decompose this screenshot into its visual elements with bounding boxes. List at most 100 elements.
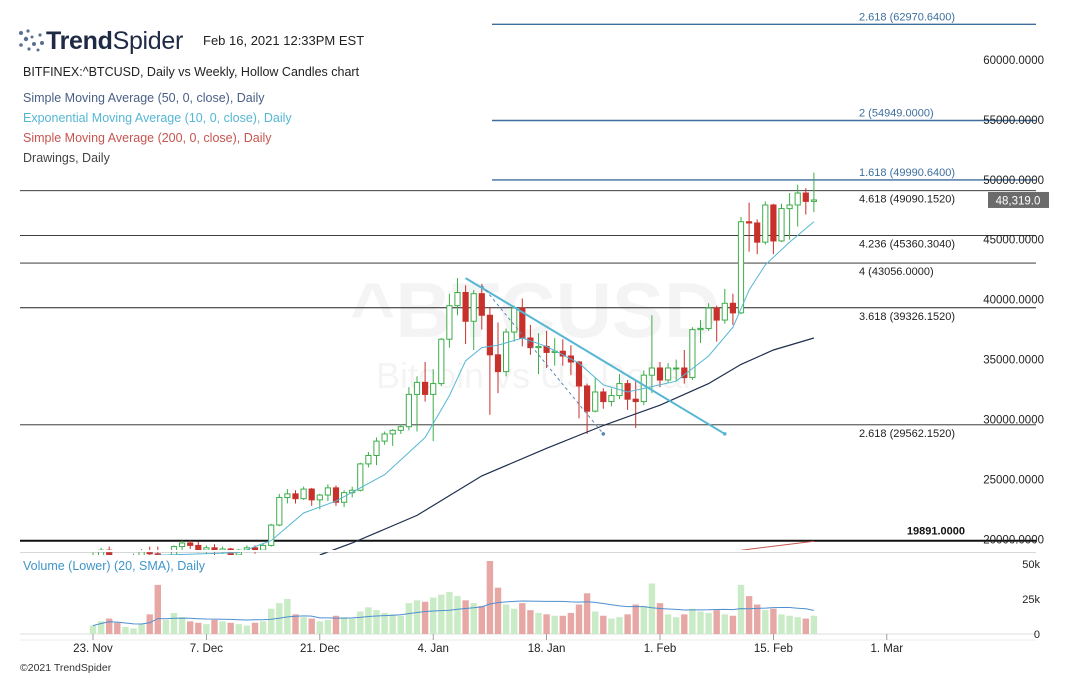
volume-bar-65 [616, 617, 623, 634]
volume-bar-78 [721, 614, 728, 634]
volume-bar-55 [535, 612, 542, 634]
candle-body-36 [381, 433, 388, 442]
candle-body-27 [308, 488, 315, 501]
series-line-0 [92, 221, 815, 558]
volume-bar-76 [705, 612, 712, 634]
watermark-symbol: ^BTCUSD [350, 266, 721, 354]
time-tick-7: 1. Mar [871, 643, 904, 655]
candle-body-76 [705, 307, 712, 329]
volume-bar-85 [778, 614, 785, 634]
volume-bar-59 [567, 612, 575, 634]
spider-logo-icon [19, 29, 44, 52]
candle-body-79 [729, 302, 736, 314]
moving-averages [92, 221, 815, 558]
volume-bar-4 [122, 626, 129, 634]
candle-body-14 [203, 547, 210, 551]
price-tick-4: 40000.0000 [983, 295, 1044, 307]
candle-body-48 [478, 293, 485, 316]
candle-body-67 [632, 398, 639, 403]
volume-bar-43 [438, 594, 445, 634]
volume-bar-75 [697, 611, 704, 634]
last-price-box [988, 191, 1049, 208]
volume-bar-11 [178, 617, 186, 634]
candle-body-50 [494, 354, 502, 373]
candle-body-13 [195, 544, 202, 551]
volume-bar-18 [235, 624, 242, 634]
volume-sma-line [92, 600, 814, 627]
drawing-line-0 [465, 277, 726, 435]
volume-bar-1 [97, 621, 105, 634]
volume-bar-19 [243, 625, 251, 634]
copyright: ©2021 TrendSpider [20, 662, 112, 674]
volume-bar-66 [624, 614, 631, 634]
price-axis: 60000.0000 55000.0000 50000.0000 45000.0000… [983, 55, 1049, 546]
candle-body-83 [762, 204, 769, 243]
volume-bar-79 [729, 615, 737, 634]
candle-body-29 [324, 487, 331, 496]
volume-bar-35 [373, 610, 380, 634]
volume-bar-38 [397, 615, 404, 634]
volume-bar-50 [494, 587, 502, 634]
candle-body-35 [373, 440, 380, 457]
legend-sma-50[interactable]: Simple Moving Average (50, 0, close), Da… [23, 91, 265, 105]
volume-bar-67 [632, 604, 639, 634]
volume-bar-8 [154, 584, 161, 634]
volume-bar-7 [146, 614, 153, 634]
fibonacci-levels[interactable]: 2.618 (62970.6400) 2 (54949.0000) 1.618 (4… [20, 11, 1036, 542]
price-tick-6: 30000.0000 [983, 415, 1044, 427]
legend-ema-10[interactable]: Exponential Moving Average (10, 0, close… [23, 111, 292, 125]
volume-bar-13 [195, 622, 202, 634]
volume-bar-28 [316, 621, 323, 634]
volume-bar-73 [681, 614, 688, 634]
legend-drawings[interactable]: Drawings, Daily [23, 151, 110, 165]
candle-body-77 [713, 307, 720, 321]
candle-body-25 [292, 493, 299, 500]
fib-level-label-5: 4 (43056.0000) [859, 266, 934, 278]
time-tick-0: 23. Nov [73, 643, 113, 655]
volume-legend: Volume (Lower) (20, SMA), Daily [23, 559, 206, 573]
candle-body-24 [284, 493, 291, 498]
candle-body-12 [187, 542, 194, 546]
time-tick-3: 4. Jan [418, 643, 449, 655]
candle-body-74 [689, 329, 696, 379]
volume-bar-69 [648, 583, 656, 634]
price-tick-5: 35000.0000 [983, 355, 1044, 367]
volume-bar-0 [89, 625, 97, 634]
trendline-drawings[interactable] [465, 277, 727, 436]
candles [89, 172, 817, 572]
volume-bar-32 [349, 618, 356, 634]
volume-bar-71 [664, 614, 672, 634]
volume-bar-16 [219, 621, 226, 634]
candle-body-64 [608, 395, 615, 403]
last-price-label: 48,319.0 [996, 195, 1041, 207]
volume-bar-57 [551, 615, 558, 634]
volume-bar-36 [381, 612, 388, 634]
volume-bar-58 [559, 615, 566, 634]
candle-body-86 [786, 204, 793, 210]
volume-bar-68 [640, 605, 647, 634]
legend-sma-200[interactable]: Simple Moving Average (200, 0, close), D… [23, 131, 272, 145]
volume-bar-17 [227, 622, 234, 634]
volume-bar-60 [575, 604, 583, 634]
volume-bar-45 [454, 596, 461, 634]
candle-body-71 [665, 367, 672, 381]
symbol-line: BITFINEX:^BTCUSD, Daily vs Weekly, Hollo… [23, 65, 360, 79]
fib-level-label-6: 3.618 (39326.1520) [859, 311, 955, 323]
volume-bar-33 [357, 611, 364, 634]
volume-bar-86 [786, 615, 793, 634]
candle-body-62 [592, 391, 599, 412]
volume-bar-14 [203, 624, 210, 634]
candle-body-45 [454, 291, 461, 307]
time-tick-1: 7. Dec [190, 643, 223, 655]
support-label: 19891.0000 [907, 526, 965, 538]
volume-bar-46 [462, 600, 469, 634]
candle-body-84 [770, 204, 777, 242]
volume-bar-20 [251, 622, 259, 634]
volume-bar-74 [689, 608, 696, 634]
volume-bar-27 [308, 618, 315, 634]
volume-bar-63 [600, 615, 607, 634]
candle-body-42 [430, 383, 437, 395]
candle-body-44 [446, 305, 453, 340]
trendspider-logo: TrendSpider [18, 26, 183, 56]
